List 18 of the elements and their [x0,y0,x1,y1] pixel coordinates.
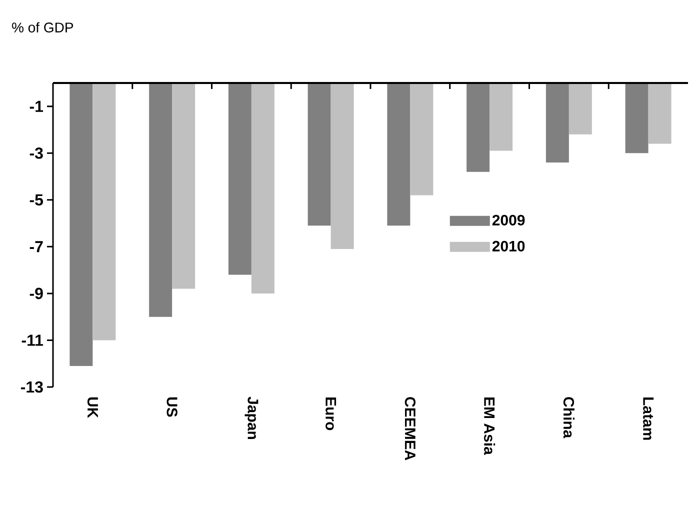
x-tick-label: CEEMEA [404,397,416,460]
y-tick-label: -13 [20,381,43,393]
x-tick-label: Latam [643,398,654,440]
x-tick-label: China [563,397,574,438]
x-tick-label: Euro [326,398,336,430]
legend-label: 2010 [492,240,525,252]
y-tick-label: -9 [30,288,43,300]
x-tick-label: EM Asia [484,398,496,455]
y-tick-label: -3 [30,147,43,159]
x-tick-label: UK [87,397,98,418]
y-tick-label: -11 [22,334,44,346]
legend-label: 2009 [492,214,525,226]
y-tick-label: -1 [30,100,44,112]
y-tick-label: -7 [30,241,43,252]
y-axis-title: % of GDP [12,22,74,32]
x-tick-label: Japan [244,396,258,439]
x-tick-label: US [166,397,178,417]
y-tick-label: -5 [30,194,44,206]
